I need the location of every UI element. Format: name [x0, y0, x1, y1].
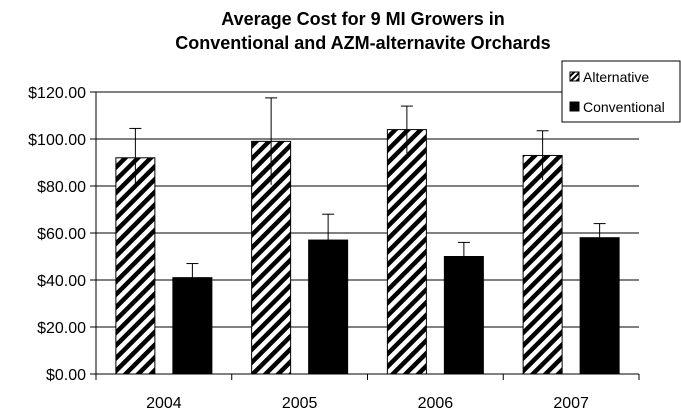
error-bars	[129, 97, 606, 278]
x-tick-label: 2007	[553, 395, 589, 412]
x-tick-label: 2006	[418, 395, 454, 412]
legend-swatch-conventional	[569, 101, 580, 112]
y-tick-label: $0.00	[46, 367, 86, 384]
y-tick-label: $20.00	[37, 320, 86, 337]
bar-alternative-2004	[115, 157, 156, 375]
legend-box	[561, 60, 681, 123]
legend-label-conventional: Conventional	[583, 99, 665, 115]
bar-alternative-2006	[386, 129, 427, 375]
bar-conventional-2005	[308, 239, 349, 375]
y-axis-ticks: $0.00 $20.00 $40.00 $60.00 $80.00 $100.00 $120…	[28, 85, 96, 384]
bar-conventional-2007	[579, 237, 620, 375]
legend: Alternative Conventional	[561, 60, 681, 123]
y-tick-label: $100.00	[28, 132, 86, 149]
y-tick-label: $80.00	[37, 179, 86, 196]
x-tick-label: 2004	[146, 395, 182, 412]
bar-conventional-2004	[172, 277, 213, 375]
legend-swatch-alternative	[569, 71, 580, 82]
y-tick-label: $40.00	[37, 273, 86, 290]
chart-title-line-2: Conventional and AZM-alternavite Orchard…	[175, 33, 550, 53]
y-tick-label: $60.00	[37, 226, 86, 243]
bar-alternative-2007	[522, 154, 563, 375]
y-tick-label: $120.00	[28, 85, 86, 102]
x-tick-label: 2005	[282, 395, 318, 412]
bar-conventional-2006	[443, 256, 484, 375]
chart-title-line-1: Average Cost for 9 MI Growers in	[221, 9, 504, 29]
x-axis-ticks: 2004 2005 2006 2007	[95, 374, 640, 412]
legend-label-alternative: Alternative	[583, 69, 649, 85]
bars	[115, 129, 620, 375]
